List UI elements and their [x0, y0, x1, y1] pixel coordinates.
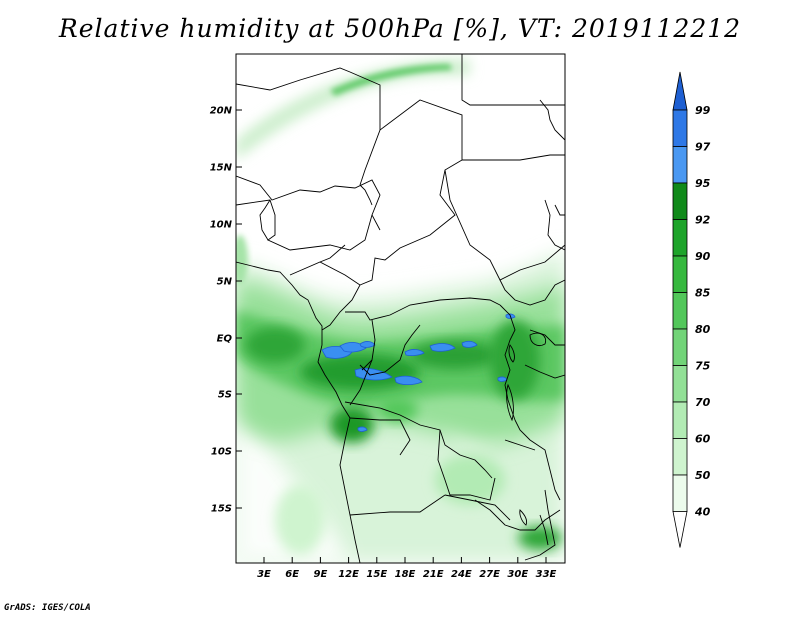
- lat-label-5s: 5S: [218, 390, 232, 401]
- lon-label-12e: 12E: [338, 569, 359, 580]
- lon-label-33e: 33E: [536, 569, 557, 580]
- colorbar-segment: [672, 474, 688, 512]
- longitude-axis: 3E 6E 9E 12E 15E 18E 21E 24E 27E 30E 33E: [257, 557, 557, 580]
- lon-label-3e: 3E: [257, 569, 271, 580]
- colorbar-label-85: 85: [695, 287, 711, 300]
- colorbar-label-90: 90: [695, 250, 711, 263]
- colorbar-segment: [672, 146, 688, 184]
- colorbar-segment: [672, 182, 688, 220]
- colorbar-segment: [672, 255, 688, 293]
- lon-label-6e: 6E: [285, 569, 299, 580]
- colorbar-segment: [672, 401, 688, 439]
- colorbar-segment: [672, 219, 688, 257]
- lat-label-15s: 15S: [211, 504, 232, 515]
- lon-label-9e: 9E: [314, 569, 328, 580]
- colorbar-label-99: 99: [695, 104, 711, 117]
- country-borders: [236, 54, 565, 563]
- colorbar-label-75: 75: [695, 360, 711, 373]
- colorbar-segment: [672, 438, 688, 476]
- colorbar-label-50: 50: [695, 469, 711, 482]
- colorbar-label-95: 95: [695, 177, 711, 190]
- colorbar-segment: [672, 365, 688, 403]
- humidity-field: [236, 59, 565, 563]
- map-title: Relative humidity at 500hPa [%], VT: 201…: [58, 14, 742, 43]
- lon-label-24e: 24E: [451, 569, 472, 580]
- colorbar-label-40: 40: [694, 506, 711, 519]
- grads-credit: GrADS: IGES/COLA: [4, 603, 91, 613]
- lat-label-eq: EQ: [217, 334, 233, 345]
- colorbar-segment: [672, 109, 688, 147]
- colorbar: 99 97 95 92 90 85 80 75 70 60 50 40: [672, 71, 711, 548]
- high-humidity-patches: [321, 313, 516, 432]
- lat-label-20n: 20N: [210, 106, 233, 117]
- colorbar-segment: [672, 328, 688, 366]
- lat-label-10n: 10N: [210, 220, 233, 231]
- lat-label-5n: 5N: [217, 277, 233, 288]
- lon-label-18e: 18E: [395, 569, 416, 580]
- colorbar-segment: [672, 292, 688, 330]
- colorbar-top-arrow: [672, 71, 688, 111]
- lon-label-27e: 27E: [479, 569, 500, 580]
- lon-label-15e: 15E: [366, 569, 387, 580]
- lat-label-15n: 15N: [210, 163, 233, 174]
- colorbar-label-60: 60: [695, 433, 711, 446]
- colorbar-label-70: 70: [695, 396, 711, 409]
- colorbar-bottom-arrow: [672, 511, 688, 548]
- latitude-axis: 20N 15N 10N 5N EQ 5S 10S 15S: [210, 106, 242, 515]
- lon-label-30e: 30E: [507, 569, 528, 580]
- lon-label-21e: 21E: [423, 569, 444, 580]
- colorbar-label-92: 92: [695, 214, 711, 227]
- colorbar-label-97: 97: [695, 141, 711, 154]
- lat-label-10s: 10S: [211, 447, 232, 458]
- map-frame: [235, 53, 566, 564]
- colorbar-label-80: 80: [695, 323, 711, 336]
